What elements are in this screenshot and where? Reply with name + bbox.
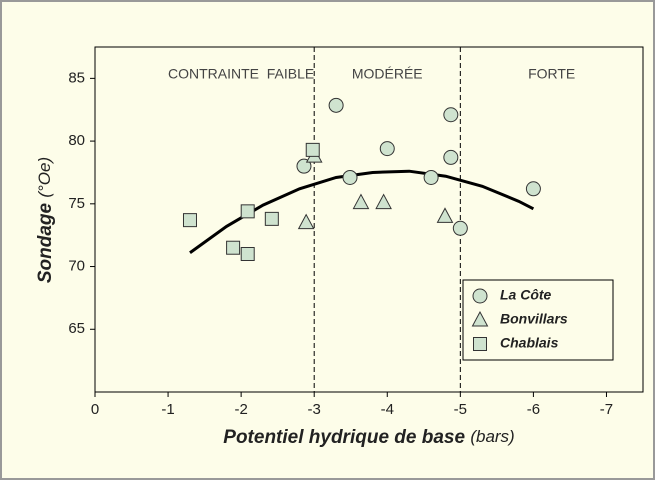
x-tick-label: -4: [381, 401, 394, 418]
point: [297, 213, 315, 230]
y-tick-label: 85: [68, 69, 85, 86]
point: [379, 141, 395, 157]
x-label: Potentiel hydrique de base: [223, 427, 465, 448]
x-tick-label: -2: [234, 401, 247, 418]
point: [452, 220, 468, 236]
y-tick-label: 80: [68, 132, 85, 149]
point: [328, 97, 344, 113]
legend-label: Bonvillars: [500, 311, 568, 327]
y-tick-label: 65: [68, 320, 85, 337]
point: [525, 181, 541, 197]
x-tick-label: -7: [600, 401, 613, 418]
legend: La Côte Bonvillars Chablais: [462, 279, 614, 361]
point: [375, 193, 392, 210]
y-tick-label: 70: [68, 258, 85, 275]
x-tick-label: -5: [454, 401, 467, 418]
legend-label: La Côte: [500, 287, 552, 303]
point: [436, 207, 454, 223]
legend-marker: [471, 310, 489, 327]
x-tick-label: -6: [527, 401, 540, 418]
point: [443, 149, 459, 165]
point: [305, 142, 320, 157]
y-unit: (°Oe): [35, 157, 54, 198]
x-axis-label: Potentiel hydrique de base (bars): [223, 427, 514, 448]
point: [240, 204, 255, 219]
x-tick-label: -1: [161, 401, 174, 418]
zone-label: FORTE: [528, 66, 575, 82]
y-axis-label: Sondage (°Oe): [35, 157, 56, 283]
legend-marker: [472, 288, 488, 304]
point: [240, 247, 255, 261]
point: [423, 169, 439, 185]
point: [296, 158, 312, 174]
point: [342, 169, 358, 185]
legend-label: Chablais: [500, 335, 559, 351]
zone-label: CONTRAINTE FAIBLE: [168, 66, 314, 82]
x-unit: (bars): [470, 427, 514, 446]
legend-box: [462, 279, 614, 361]
y-tick-label: 75: [68, 195, 85, 212]
point: [264, 211, 279, 226]
y-label: Sondage: [35, 203, 56, 284]
point: [352, 193, 370, 210]
point: [443, 107, 459, 123]
zone-label: MODÉRÉE: [352, 66, 423, 82]
point: [182, 213, 197, 228]
point: [226, 240, 241, 255]
x-tick-label: 0: [91, 401, 99, 418]
x-tick-label: -3: [308, 401, 321, 418]
legend-marker: [473, 337, 487, 351]
